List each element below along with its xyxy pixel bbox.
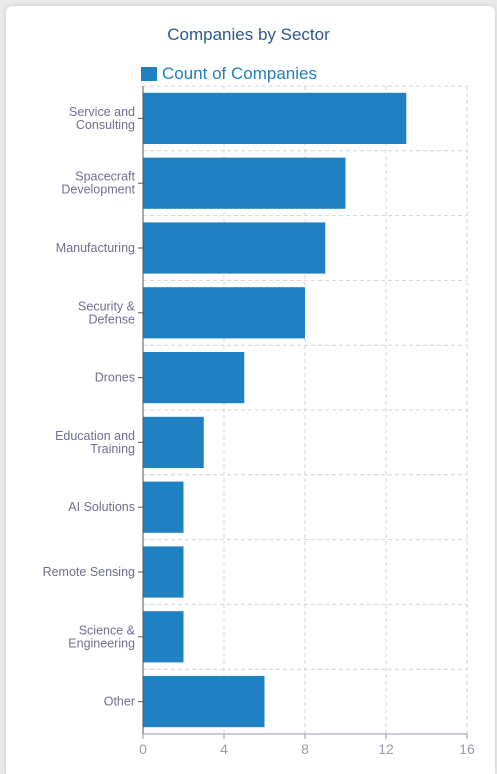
x-tick-label: 4 xyxy=(220,741,228,757)
bar xyxy=(143,222,326,274)
bar xyxy=(143,157,346,209)
bar xyxy=(143,481,184,533)
bar xyxy=(143,92,407,144)
y-tick-label: AI Solutions xyxy=(68,500,135,514)
bar xyxy=(143,546,184,598)
bar xyxy=(143,416,204,468)
x-tick-label: 8 xyxy=(301,741,309,757)
y-tick-label: Other xyxy=(104,695,135,709)
y-tick-label: Spacecraft Development xyxy=(61,170,135,197)
bar xyxy=(143,352,245,404)
bar xyxy=(143,611,184,663)
legend-label: Count of Companies xyxy=(162,64,317,83)
chart-title: Companies by Sector xyxy=(167,25,330,44)
y-tick-label: Manufacturing xyxy=(56,241,135,255)
legend[interactable]: Count of Companies xyxy=(141,64,317,84)
bar xyxy=(143,676,265,728)
legend-swatch xyxy=(141,67,157,81)
bar xyxy=(143,287,305,339)
y-tick-label: Service and Consulting xyxy=(69,105,135,132)
y-tick-label: Education and Training xyxy=(55,429,135,456)
y-tick-label: Science & Engineering xyxy=(68,623,135,650)
y-tick-label: Security & Defense xyxy=(78,299,136,326)
x-tick-label: 12 xyxy=(378,741,394,757)
y-tick-label: Remote Sensing xyxy=(43,565,135,579)
y-tick-label: Drones xyxy=(95,371,135,385)
x-tick-label: 16 xyxy=(459,741,475,757)
x-tick-label: 0 xyxy=(139,741,147,757)
